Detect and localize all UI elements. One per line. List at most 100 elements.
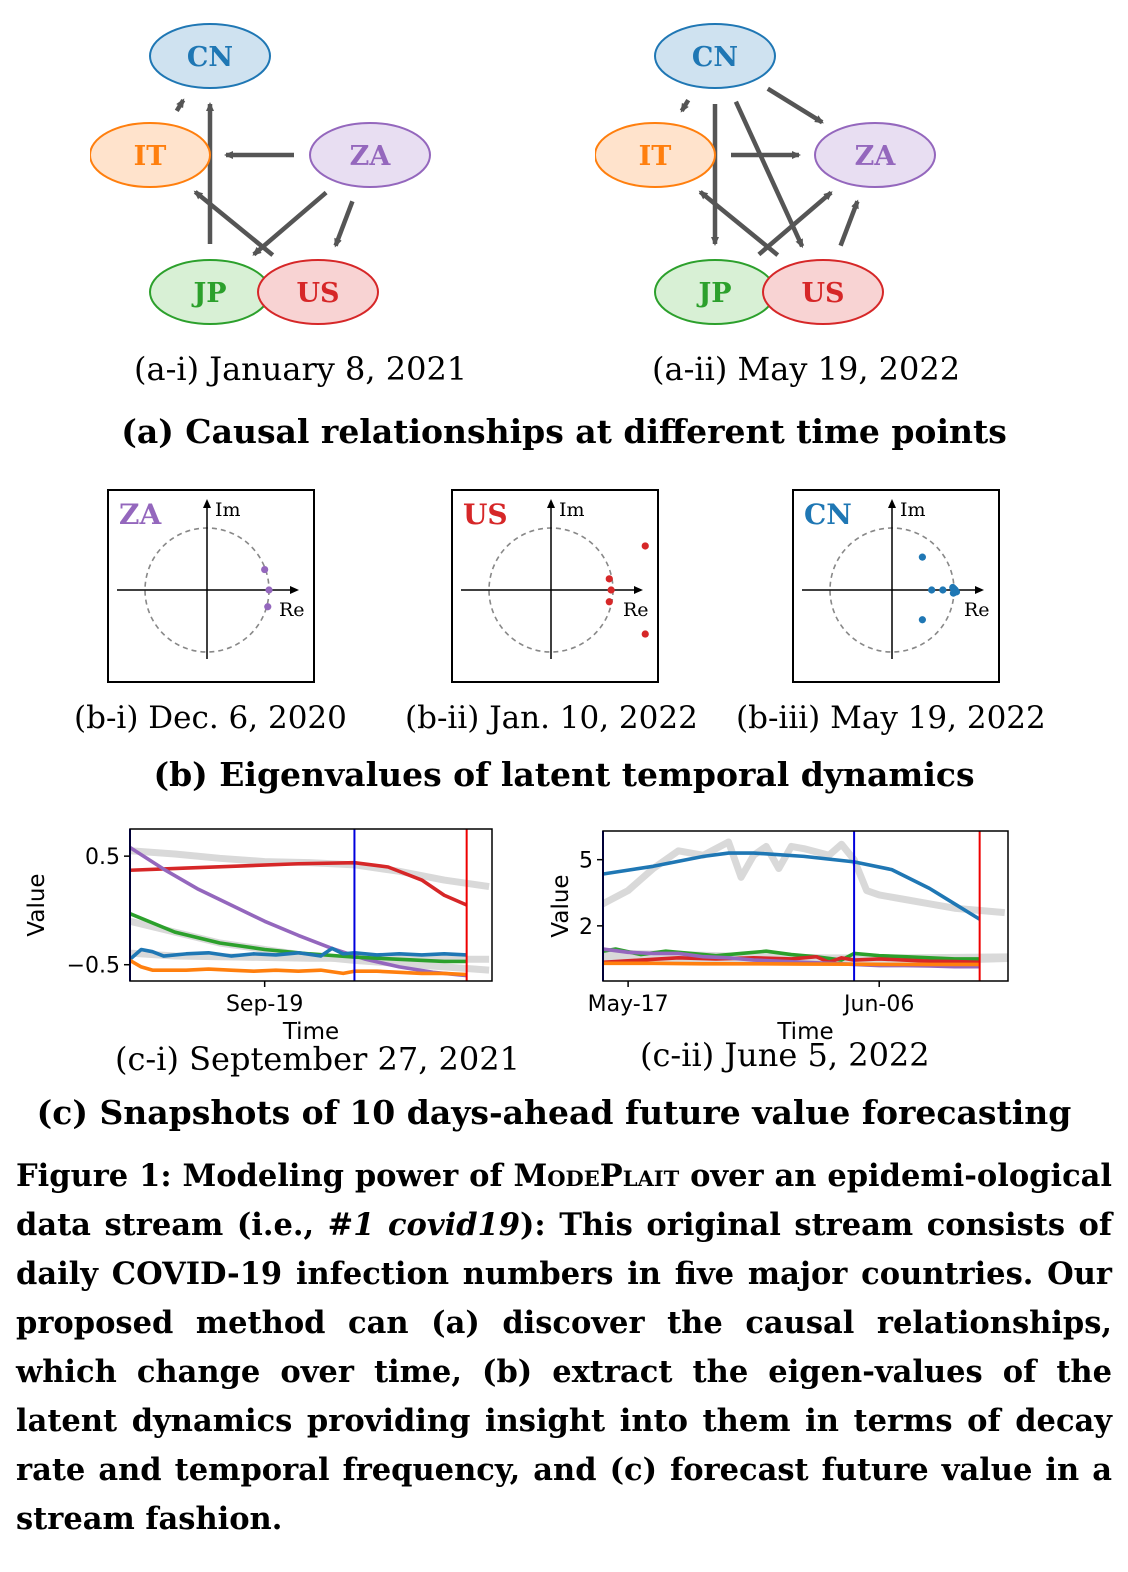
node-label: CN: [692, 42, 738, 73]
node-jp: JP: [654, 259, 776, 325]
forecast-series-line: [130, 958, 467, 977]
y-axis-label: Value: [548, 874, 574, 937]
real-axis-arrow: [290, 586, 299, 594]
y-tick-label: −0.5: [67, 954, 120, 979]
y-tick-label: 5: [579, 849, 593, 874]
actual-series-line: [603, 838, 1006, 917]
eigenvalue-point: [918, 616, 926, 624]
forecast-series-line: [130, 946, 467, 961]
caption-part-3: ): This original stream consists of dail…: [16, 1207, 1113, 1537]
node-label: JP: [191, 278, 226, 309]
node-label: IT: [639, 141, 672, 172]
edge-us-to-za: [838, 199, 860, 247]
edge-za-to-jp: [252, 190, 328, 257]
node-label: ZA: [350, 141, 392, 172]
y-axis-label: Value: [24, 873, 50, 936]
subcaption-c-ii: (c-ii) June 5, 2022: [640, 1036, 930, 1074]
forecast-series-line: [603, 961, 980, 967]
node-label: ZA: [855, 141, 897, 172]
eigenvalue-point: [641, 630, 649, 638]
real-axis-arrow: [634, 586, 643, 594]
eigen-panel-za: Im Re ZA: [107, 489, 315, 683]
eigenvalue-point: [265, 586, 273, 594]
subcaption-b-ii: (b-ii) Jan. 10, 2022: [405, 700, 698, 736]
forecast-series-line: [130, 845, 467, 978]
causal-graph-ii: CN IT ZA JP US: [595, 23, 936, 325]
section-a-title: (a) Causal relationships at different ti…: [121, 412, 1007, 451]
re-label: Re: [623, 599, 649, 621]
eigen-panel-us: Im Re US: [451, 489, 659, 683]
re-label: Re: [964, 599, 990, 621]
edge-cn-to-it: [679, 98, 691, 113]
node-label: CN: [187, 42, 233, 73]
edge-us-to-it: [193, 190, 275, 257]
real-axis-arrow: [975, 586, 984, 594]
eigenvalue-point: [918, 553, 926, 561]
section-c-title: (c) Snapshots of 10 days-ahead future va…: [36, 1093, 1072, 1132]
plot-frame: [129, 828, 493, 982]
node-cn: CN: [654, 23, 776, 89]
causal-graph-i: CN IT ZA JP US: [90, 23, 431, 325]
panel-frame: [451, 489, 659, 683]
eigenvalue-point: [261, 565, 269, 574]
x-axis-label: Time: [776, 1019, 833, 1040]
eigenvalue-point: [939, 586, 947, 594]
imag-axis-arrow: [888, 499, 896, 508]
dataset-name: #1 covid19: [327, 1207, 520, 1243]
method-name: ModePlait: [513, 1158, 680, 1194]
imag-axis-arrow: [547, 499, 555, 508]
subcaption-b-iii: (b-iii) May 19, 2022: [736, 700, 1046, 736]
node-label: JP: [696, 278, 731, 309]
edge-cn-to-us: [733, 100, 805, 249]
eigenvalue-point: [264, 603, 272, 611]
x-axis-label: Time: [282, 1019, 339, 1040]
caption-part-1: Figure 1: Modeling power of: [16, 1158, 514, 1194]
y-tick-label: 0.5: [85, 845, 120, 870]
caption-part-2: over an epidemi-ological data stream (i.…: [16, 1158, 1112, 1243]
x-tick-label: Jun-06: [842, 992, 914, 1017]
subcaption-a-i: (a-i) January 8, 2021: [134, 350, 468, 388]
node-us: US: [257, 259, 379, 325]
y-tick-label: 2: [579, 915, 593, 940]
edge-cn-to-za: [766, 86, 824, 125]
panel-frame: [107, 489, 315, 683]
eigenvalue-point: [605, 598, 613, 606]
country-label: CN: [804, 498, 852, 531]
eigenvalue-point: [607, 586, 615, 594]
edge-jp-to-za: [757, 190, 833, 257]
node-us: US: [762, 259, 884, 325]
eigenvalue-point: [605, 575, 613, 583]
node-label: IT: [134, 141, 167, 172]
forecast-chart-ii: 5 2 May-17 Jun-06 Time Value: [548, 830, 1009, 1040]
node-it: IT: [595, 122, 716, 188]
subcaption-a-ii: (a-ii) May 19, 2022: [652, 350, 961, 388]
edge-us-to-it: [698, 190, 780, 257]
node-label: US: [296, 278, 339, 309]
node-za: ZA: [309, 122, 431, 188]
node-jp: JP: [149, 259, 271, 325]
panel-frame: [792, 489, 1000, 683]
forecast-series-line: [130, 860, 468, 907]
im-label: Im: [559, 499, 585, 521]
x-tick-label: May-17: [588, 992, 669, 1017]
eigen-panel-cn: Im Re CN: [792, 489, 1000, 683]
subcaption-c-i: (c-i) September 27, 2021: [115, 1040, 520, 1078]
im-label: Im: [215, 499, 241, 521]
figure-caption: Figure 1: Modeling power of ModePlait ov…: [16, 1152, 1112, 1544]
node-label: US: [801, 278, 844, 309]
eigenvalue-point: [949, 583, 957, 592]
country-label: US: [463, 498, 508, 531]
imag-axis-arrow: [203, 499, 211, 508]
re-label: Re: [279, 599, 305, 621]
im-label: Im: [900, 499, 926, 521]
edge-it-to-cn: [174, 98, 186, 113]
eigenvalue-point: [949, 589, 957, 597]
eigenvalue-point: [641, 542, 649, 550]
forecast-series-line: [603, 851, 981, 921]
edge-za-to-us: [333, 200, 355, 248]
node-za: ZA: [814, 122, 936, 188]
node-it: IT: [90, 122, 211, 188]
x-tick-label: Sep-19: [226, 992, 303, 1017]
eigenvalue-point: [928, 586, 936, 594]
section-b-title: (b) Eigenvalues of latent temporal dynam…: [153, 755, 975, 794]
